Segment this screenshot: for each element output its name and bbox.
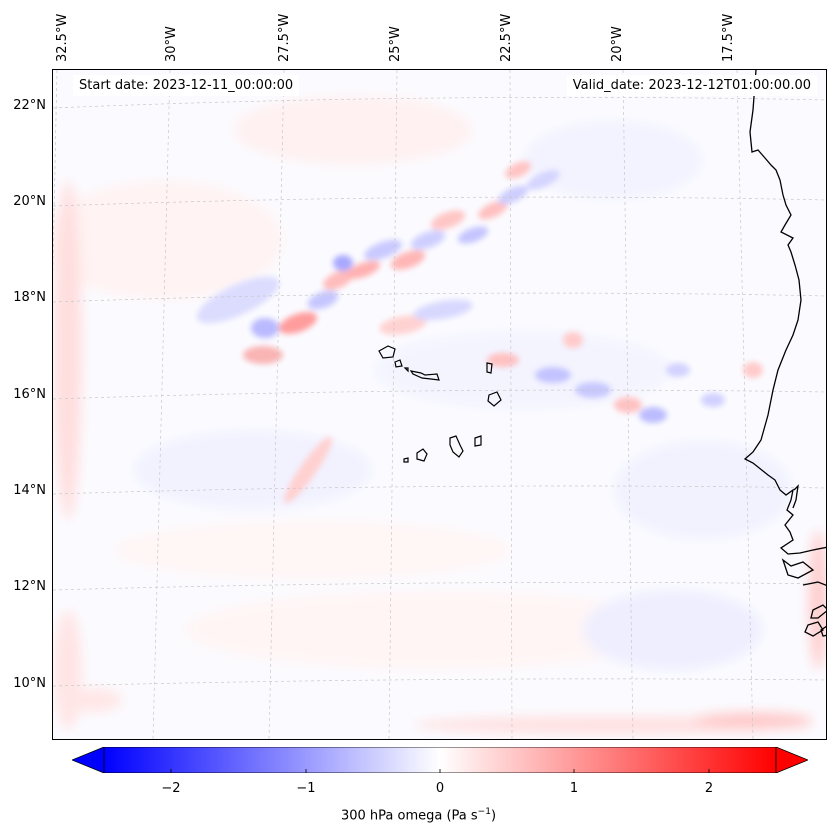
map-canvas xyxy=(53,70,826,739)
island-sao-vicente xyxy=(394,359,403,368)
lon-label-30w: 30°W xyxy=(164,26,179,62)
colorbar-tick-1: 1 xyxy=(569,781,579,796)
graticule xyxy=(53,70,826,739)
lat-label-10n: 10°N xyxy=(13,676,46,691)
map-panel[interactable] xyxy=(52,69,827,740)
colorbar-label: 300 hPa omega (Pa s−1) xyxy=(0,807,837,823)
colorbar-extend-min xyxy=(72,747,105,773)
island-brava xyxy=(403,457,409,463)
omega-band xyxy=(196,161,763,504)
island-sao-nicolau xyxy=(409,370,440,381)
island-santiago xyxy=(449,435,464,458)
island-santo-antao xyxy=(378,345,396,359)
lon-label-32-5w: 32.5°W xyxy=(55,13,70,62)
colorbar-tick-2: 2 xyxy=(704,781,714,796)
colorbar-extend-max xyxy=(775,747,808,773)
lon-label-20w: 20°W xyxy=(610,26,625,62)
island-boa-vista xyxy=(487,391,502,407)
africa-coastline xyxy=(743,70,826,637)
lat-label-14n: 14°N xyxy=(13,483,46,498)
omega-field xyxy=(53,70,826,739)
cape-verde-islands xyxy=(378,345,502,463)
colorbar-units-exponent: −1 xyxy=(477,807,491,817)
island-sal xyxy=(486,362,493,374)
colorbar-units-close: ) xyxy=(490,808,497,824)
island-santa-luzia xyxy=(403,367,409,373)
lat-label-12n: 12°N xyxy=(13,579,46,594)
valid-date-box: Valid_date: 2023-12-12T01:00:00.00 xyxy=(566,75,817,96)
lat-label-18n: 18°N xyxy=(13,290,46,305)
lat-label-16n: 16°N xyxy=(13,387,46,402)
colorbar-tick-neg2: −2 xyxy=(161,781,181,796)
lon-label-25w: 25°W xyxy=(388,26,403,62)
colorbar-tick-marks xyxy=(170,769,710,773)
colorbar-label-text: 300 hPa omega xyxy=(340,808,443,824)
lat-label-20n: 20°N xyxy=(13,194,46,209)
colorbar-tick-neg1: −1 xyxy=(296,781,316,796)
island-maio xyxy=(474,435,482,447)
island-fogo xyxy=(416,448,428,462)
lon-label-17-5w: 17.5°W xyxy=(721,13,736,62)
colorbar xyxy=(72,747,808,773)
start-date-box: Start date: 2023-12-11_00:00:00 xyxy=(73,75,300,96)
colorbar-units: (Pa s xyxy=(446,808,478,824)
colorbar-tick-0: 0 xyxy=(435,781,445,796)
lon-label-27-5w: 27.5°W xyxy=(277,13,292,62)
lat-label-22n: 22°N xyxy=(13,98,46,113)
lon-label-22-5w: 22.5°W xyxy=(499,13,514,62)
